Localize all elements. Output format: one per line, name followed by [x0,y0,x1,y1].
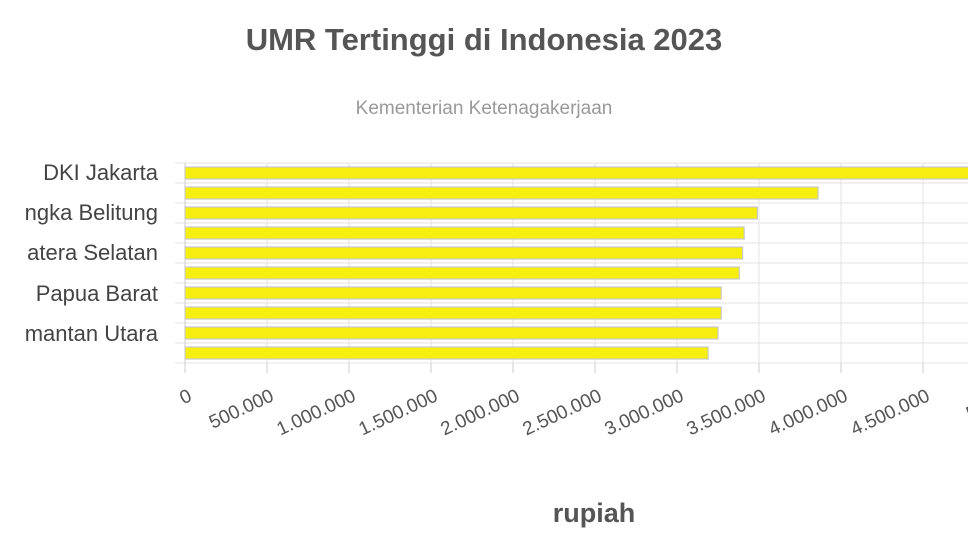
x-tick-label: 1.000.000 [274,385,359,440]
y-category-label: mantan Utara [25,321,159,346]
bars [184,166,968,360]
x-tick-label: 4.500.000 [848,385,933,440]
y-category-label: ngka Belitung [25,200,158,225]
x-tick-label: 0 [177,385,195,409]
x-tick-labels: 0 500.0001.000.0001.500.0002.000.0002.500… [177,385,968,440]
x-axis-title: rupiah [553,498,636,528]
x-tick-label: 500.000 [206,385,277,433]
x-tick-label: 2.000.000 [438,385,523,440]
bar [184,286,722,300]
y-category-label: DKI Jakarta [43,160,159,185]
bar [184,186,819,200]
y-category-label: Papua Barat [36,281,158,306]
x-tick-label: 3.000.000 [602,385,687,440]
bar [184,166,968,180]
bar [184,266,740,280]
category-labels: DKI Jakarta ngka Belitung atera Selatan Pap… [25,160,159,346]
bar [184,306,722,320]
x-tick-label: 5.000 [963,385,968,424]
chart-subtitle: Kementerian Ketenagakerjaan [355,98,613,119]
axes [184,163,924,373]
bar [184,346,709,360]
bar [184,226,745,240]
x-tick-label: 1.500.000 [356,385,441,440]
chart-title: UMR Tertinggi di Indonesia 2023 [245,22,723,57]
x-tick-label: 4.000.000 [766,385,851,440]
y-category-label: atera Selatan [27,240,158,265]
bar [184,326,719,340]
x-tick-label: 2.500.000 [520,385,605,440]
bar [184,206,758,220]
bar [184,246,744,260]
x-tick-label: 3.500.000 [684,385,769,440]
